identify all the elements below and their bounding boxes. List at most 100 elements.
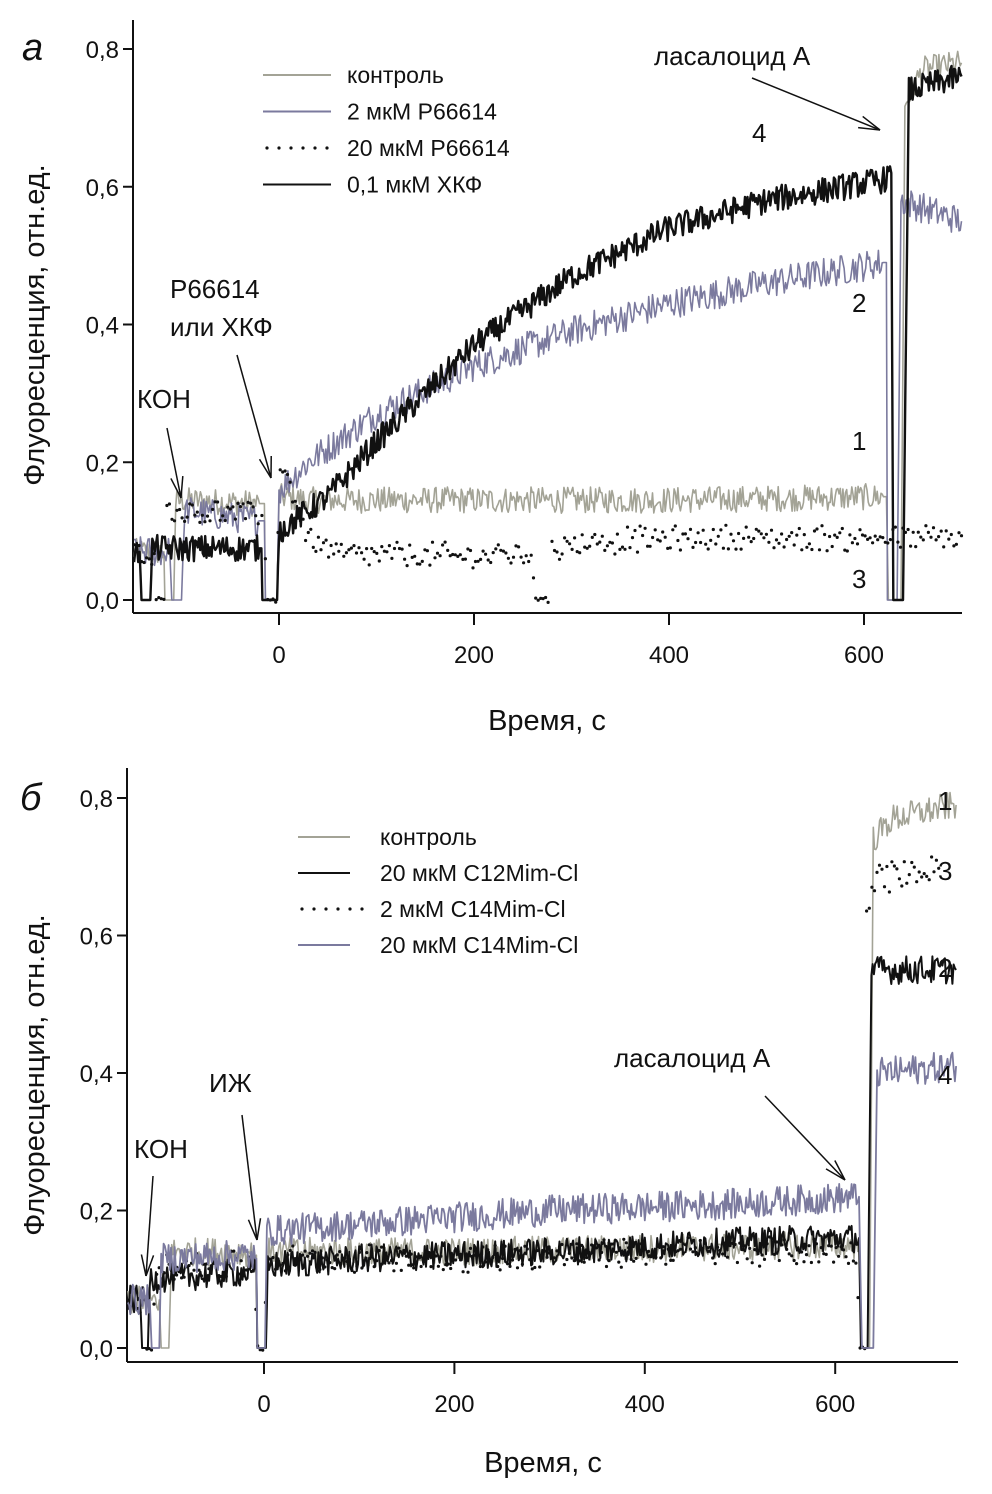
data-point	[200, 513, 204, 517]
data-point	[385, 550, 389, 554]
data-point	[180, 516, 184, 520]
data-point	[515, 1266, 520, 1270]
data-point	[915, 880, 919, 884]
data-point	[527, 559, 531, 564]
data-point	[165, 503, 169, 508]
data-point	[767, 1235, 772, 1239]
data-point	[404, 1254, 408, 1258]
data-point	[877, 863, 882, 867]
data-point	[481, 549, 485, 553]
data-point	[193, 513, 197, 517]
data-point	[582, 1260, 586, 1264]
data-point	[198, 520, 202, 525]
data-point	[426, 1250, 431, 1254]
data-point	[701, 528, 705, 532]
data-point	[819, 1246, 823, 1250]
x-axis-title: Время, с	[484, 1447, 602, 1479]
data-point	[856, 1296, 860, 1300]
data-point	[882, 885, 887, 889]
data-point	[293, 1263, 297, 1267]
data-point	[837, 1254, 841, 1258]
legend-swatch-dot	[360, 907, 364, 911]
data-point	[283, 469, 287, 473]
data-point	[634, 1256, 638, 1260]
arrow-head	[170, 478, 182, 499]
data-point	[622, 1237, 626, 1241]
data-point	[876, 538, 880, 542]
data-point	[658, 539, 662, 543]
data-point	[415, 562, 419, 566]
data-point	[630, 536, 635, 540]
data-point	[875, 870, 879, 875]
data-point	[540, 1253, 544, 1257]
data-point	[926, 530, 931, 535]
panel-letter: б	[20, 777, 43, 819]
data-point	[749, 540, 753, 544]
data-point	[860, 533, 865, 537]
data-point	[560, 552, 564, 556]
data-point	[237, 1272, 241, 1276]
data-point	[545, 1255, 549, 1259]
data-point	[696, 1252, 700, 1256]
data-point	[377, 559, 381, 563]
axes: 0,0 0,2 0,4 0,6 0,8 0 200 400 600	[80, 768, 958, 1418]
data-point	[790, 1254, 794, 1258]
data-point	[900, 884, 904, 888]
data-point	[711, 527, 715, 532]
data-point	[420, 559, 424, 564]
data-point	[881, 536, 885, 540]
legend-swatch-dot	[312, 907, 316, 911]
data-point	[476, 559, 480, 563]
data-point	[424, 1258, 428, 1262]
x-tick-label: 400	[649, 642, 689, 669]
annotation-label: КОН	[137, 384, 191, 414]
data-point	[486, 1248, 490, 1252]
data-point	[296, 1258, 300, 1262]
data-point	[530, 1267, 534, 1271]
data-point	[288, 1248, 292, 1253]
x-tick-label: 400	[625, 1391, 665, 1418]
data-point	[491, 1255, 495, 1260]
data-point	[666, 1247, 670, 1251]
curve-number-label: 2	[852, 288, 866, 318]
data-point	[770, 1237, 774, 1241]
legend-swatch-dot	[336, 907, 340, 911]
data-point	[433, 556, 437, 560]
data-point	[623, 547, 627, 551]
data-point	[858, 528, 862, 532]
data-point	[211, 507, 215, 511]
data-point	[557, 1245, 562, 1249]
data-point	[501, 1256, 505, 1261]
data-point	[281, 470, 285, 474]
data-point	[592, 1244, 596, 1248]
data-point	[865, 909, 869, 913]
data-point	[638, 524, 642, 528]
data-point	[648, 544, 652, 548]
data-point	[893, 525, 898, 529]
data-point	[339, 542, 343, 547]
data-point	[772, 1252, 777, 1256]
y-tick-label: 0,4	[80, 1061, 113, 1088]
data-point	[178, 507, 182, 512]
data-point	[595, 542, 599, 546]
data-point	[180, 1276, 184, 1280]
arrow-head	[180, 476, 184, 499]
data-point	[597, 1258, 601, 1262]
data-point	[737, 531, 741, 536]
data-point	[905, 881, 909, 885]
data-point	[338, 1250, 342, 1254]
data-point	[641, 533, 645, 538]
data-point	[907, 873, 911, 877]
x-tick-label: 0	[257, 1391, 270, 1418]
data-point	[678, 548, 683, 552]
data-point	[887, 890, 892, 894]
data-point	[260, 513, 264, 518]
data-point	[671, 528, 675, 532]
data-point	[531, 576, 536, 580]
data-point	[769, 528, 774, 532]
data-point	[610, 541, 615, 545]
legend-swatch-dot	[289, 146, 293, 150]
data-point	[627, 1246, 631, 1250]
data-point	[183, 519, 187, 524]
data-point	[332, 552, 336, 556]
